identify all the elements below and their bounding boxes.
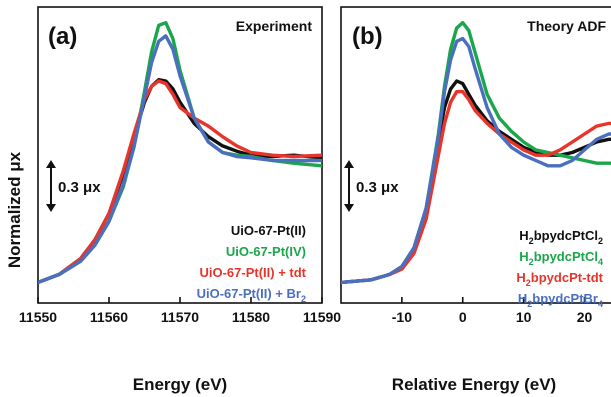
plot-frame-b — [340, 6, 611, 304]
scale-arrow-down-icon — [46, 204, 56, 212]
legend-b-item-3: H2bpydcPt-tdt — [516, 270, 603, 288]
legend-a-item-3: UiO-67-Pt(II) + tdt — [199, 265, 306, 280]
legend-a-item-1: UiO-67-Pt(II) — [231, 223, 306, 238]
legend-a-item-4: UiO-67-Pt(II) + Br2 — [197, 286, 306, 304]
x-tick-label-a: 11560 — [90, 309, 128, 325]
series-line-b-4 — [341, 36, 611, 285]
legend-a: UiO-67-Pt(II) UiO-67-Pt(IV) UiO-67-Pt(II… — [197, 223, 307, 304]
y-axis-title: Normalized μx — [5, 151, 24, 268]
scale-arrow-down-icon — [344, 204, 354, 212]
panel-label-b: (b) — [352, 23, 383, 50]
scale-arrow-up-icon — [344, 160, 354, 168]
scale-bar-b: 0.3 μx — [344, 160, 399, 212]
legend-b-item-4: H2bpydcPtBr4 — [518, 291, 603, 309]
scale-arrow-up-icon — [46, 160, 56, 168]
x-tick-label-a: 11590 — [303, 309, 341, 325]
series-group-a — [38, 21, 322, 285]
scale-bar-a: 0.3 μx — [46, 160, 101, 212]
panel-b: -10 0 10 20 (b) Theory ADF 0.3 μx H2bpydcPt… — [340, 6, 611, 394]
legend-b: H2bpydcPtCl2 H2bpydcPtCl4 H2bpydcPt-tdt H2b… — [516, 228, 603, 309]
legend-a-item-4-text: UiO-67-Pt(II) + Br — [197, 286, 301, 301]
x-tick-label-b: -10 — [392, 309, 412, 325]
series-line-b-3 — [341, 89, 611, 285]
x-ticks-a: 11550 11560 11570 11580 11590 — [19, 297, 341, 325]
x-tick-label-a: 11550 — [19, 309, 57, 325]
x-ticks-b: -10 0 10 20 — [392, 297, 593, 325]
panel-label-a: (a) — [48, 23, 77, 50]
legend-b-item-2: H2bpydcPtCl4 — [519, 249, 603, 267]
x-tick-label-b: 0 — [459, 309, 467, 325]
x-tick-label-b: 10 — [516, 309, 532, 325]
x-axis-title-b: Relative Energy (eV) — [392, 375, 556, 394]
series-line-a-4 — [38, 34, 322, 285]
scale-label-b: 0.3 μx — [356, 179, 399, 196]
panel-title-b: Theory ADF — [527, 18, 606, 34]
panel-title-a: Experiment — [236, 18, 313, 34]
series-line-a-3 — [38, 79, 322, 285]
x-tick-label-b: 20 — [577, 309, 593, 325]
x-axis-title-a: Energy (eV) — [133, 375, 227, 394]
legend-b-item-1: H2bpydcPtCl2 — [519, 228, 603, 246]
panel-a: 11550 11560 11570 11580 11590 (a) Experiment… — [19, 6, 341, 394]
scale-label-a: 0.3 μx — [58, 179, 101, 196]
x-tick-label-a: 11580 — [232, 309, 270, 325]
legend-a-item-2: UiO-67-Pt(IV) — [226, 244, 306, 259]
x-tick-label-a: 11570 — [161, 309, 199, 325]
series-group-b — [341, 21, 611, 285]
legend-a-item-4-sub: 2 — [301, 294, 306, 304]
